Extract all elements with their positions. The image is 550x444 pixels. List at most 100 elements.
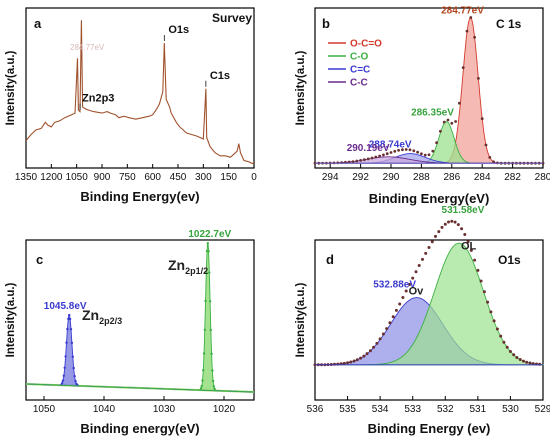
o1s-envelope-point [538, 362, 542, 366]
survey-spectrum-line [25, 20, 254, 164]
c1s-envelope-point [442, 120, 446, 124]
zn2p-data-point [211, 369, 214, 372]
zn2p-data-point [199, 387, 203, 390]
zn2p-x-axis-label: Binding energy(eV) [80, 421, 199, 436]
c1s-peak-label: 290.19eV [347, 143, 390, 154]
o1s-envelope-point [466, 240, 470, 244]
o1s-envelope-point [391, 315, 395, 319]
c1s-envelope-point [401, 148, 404, 152]
o1s-x-tick-label: 531 [470, 404, 487, 415]
zn2p-data-point [71, 355, 75, 358]
survey-x-tick-label: 300 [195, 172, 212, 183]
zn2p-data-point [63, 366, 66, 369]
zn2p-data-point [61, 379, 65, 382]
zn2p-data-point [208, 271, 211, 274]
o1s-envelope-point [349, 360, 353, 364]
survey-panel: 1350 1200 1050 900 750 600 450 300 150 0 Zn2p3 O1s… [5, 7, 257, 204]
zn2p-peak-name: Zn2p2/3 [82, 307, 122, 326]
zn2p-data-point [65, 341, 68, 344]
zn2p-data-point [67, 317, 70, 321]
o1s-envelope-point [414, 270, 418, 274]
o1s-envelope-point [528, 361, 532, 365]
zn2p-y-axis-label: Intensity(a.u.) [5, 282, 17, 357]
survey-x-tick-label: 450 [170, 172, 187, 183]
zn2p-data-point [72, 366, 75, 370]
c1s-envelope-point [477, 77, 480, 80]
c1s-x-tick-label: 282 [504, 172, 521, 183]
c1s-envelope-point [420, 152, 423, 156]
c1s-y-axis-label: Intensity(a.u.) [295, 50, 307, 125]
survey-x-tick-label: 600 [144, 172, 161, 183]
o1s-envelope-point [417, 264, 421, 267]
c1s-envelope-point [351, 160, 355, 164]
o1s-envelope-point [525, 360, 529, 364]
zn2p-data-point [200, 384, 203, 388]
zn2p-data-point [205, 249, 209, 253]
zn2p-component-0 [25, 314, 255, 393]
zn2p-data-point [68, 313, 71, 317]
zn2p-component-1 [25, 243, 255, 393]
zn2p-data-point [205, 271, 208, 274]
o1s-peak-name: OL [461, 241, 477, 253]
c1s-legend-label: C-C [350, 78, 368, 89]
c1s-x-tick-label: 288 [413, 172, 430, 183]
survey-frame [25, 7, 255, 169]
o1s-envelope-point [443, 222, 447, 226]
c1s-envelope-point [397, 148, 400, 152]
zn2p-x-tick-label: 1040 [93, 404, 116, 415]
c1s-peak-label: 284.77eV [441, 6, 484, 17]
c1s-envelope-point [450, 121, 454, 125]
survey-title: Survey [212, 11, 252, 25]
o1s-frame [314, 239, 544, 401]
o1s-panel: 531.58eV 532.88eV OL Ov 536 535 534 533 532 531 5… [295, 205, 550, 436]
survey-x-tick-label: 750 [119, 172, 136, 183]
zn2p-data-point [202, 352, 206, 355]
o1s-envelope-point [508, 350, 512, 353]
c1s-envelope-point [458, 101, 461, 105]
o1s-envelope-point [421, 257, 424, 261]
c1s-envelope-point [488, 156, 492, 159]
o1s-x-tick-label: 534 [372, 404, 389, 415]
o1s-envelope-point [502, 340, 506, 344]
c1s-envelope-point [461, 66, 465, 69]
o1s-envelope-point [522, 359, 525, 363]
zn2p-energy-label: 1022.7eV [188, 229, 231, 240]
survey-peak-label: C1s [210, 70, 230, 82]
o1s-envelope-point [447, 220, 450, 224]
zn2p-data-point [60, 382, 64, 385]
c1s-envelope-point [389, 151, 393, 154]
o1s-envelope-point [518, 358, 522, 361]
c1s-envelope-point [412, 149, 416, 153]
zn2p-data-point [201, 379, 204, 382]
o1s-envelope-point [453, 220, 457, 224]
o1s-envelope-point [463, 233, 467, 236]
survey-x-tick-label: 0 [251, 172, 257, 183]
zn2p-data-point [64, 355, 67, 358]
zn2p-data-point [66, 327, 69, 331]
o1s-envelope-point [456, 223, 460, 227]
c1s-x-tick-label: 292 [352, 172, 369, 183]
c1s-envelope-point [439, 129, 442, 133]
o1s-envelope-point [401, 296, 405, 299]
c1s-x-tick-label: 290 [383, 172, 400, 183]
c1s-envelope-point [484, 143, 488, 147]
zn2p-data-point [213, 387, 216, 391]
o1s-envelope-point [404, 289, 408, 293]
o1s-x-tick-label: 529 [535, 404, 550, 415]
o1s-envelope-point [346, 361, 350, 365]
o1s-envelope-point [362, 354, 366, 358]
zn2p-data-point [75, 382, 78, 385]
survey-x-tick-label: 1050 [66, 172, 89, 183]
survey-x-tick-label: 150 [220, 172, 237, 183]
zn2p-data-point [209, 328, 212, 332]
o1s-envelope-point [381, 332, 385, 336]
c1s-envelope-point [469, 16, 473, 19]
panel-b-letter: b [322, 16, 330, 31]
o1s-envelope-point [434, 234, 437, 238]
c1s-title: C 1s [496, 17, 522, 31]
c1s-envelope-point [374, 155, 378, 159]
c1s-envelope-point [408, 148, 412, 152]
o1s-envelope-point [342, 361, 346, 365]
o1s-envelope-point [473, 258, 477, 262]
